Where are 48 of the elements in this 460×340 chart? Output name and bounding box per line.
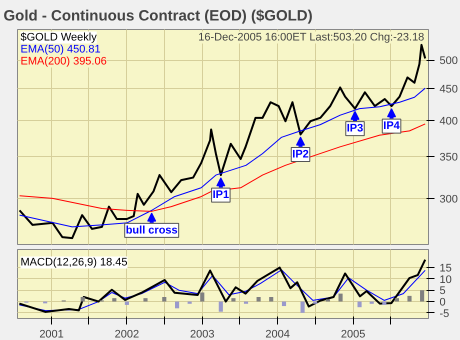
y-tick-label: 15 xyxy=(440,262,452,275)
bar xyxy=(420,290,424,302)
bar xyxy=(282,302,286,306)
y-tick-label: 500 xyxy=(440,55,458,68)
bar xyxy=(256,297,261,302)
bar xyxy=(200,292,204,302)
bar xyxy=(382,302,386,305)
x-tick-label: 2003 xyxy=(190,328,215,340)
x-tick-label: 2002 xyxy=(114,328,140,340)
y-tick-label: 5 xyxy=(440,285,446,298)
annotation: IP3 xyxy=(346,122,364,135)
bar xyxy=(124,302,129,305)
bar xyxy=(175,302,180,308)
bar xyxy=(357,302,362,308)
y-tick-label: 0 xyxy=(440,296,446,309)
line-series xyxy=(19,123,426,212)
y-tick-label: 10 xyxy=(440,274,452,286)
annotation: IP4 xyxy=(383,120,401,132)
bar xyxy=(162,297,166,302)
text: EMA(50) 450.81 xyxy=(20,44,101,56)
annotation: bull cross xyxy=(126,224,178,236)
bar xyxy=(300,302,305,313)
text: MACD(12,26,9) 18.45 xyxy=(20,256,128,268)
text: $GOLD Weekly xyxy=(20,32,98,44)
bar xyxy=(143,298,148,302)
bar xyxy=(269,297,274,302)
text: EMA(200) 395.06 xyxy=(20,56,107,68)
annotation: IP2 xyxy=(292,148,309,160)
bar xyxy=(394,298,399,302)
x-tick-label: 2001 xyxy=(39,328,64,340)
x-tick-label: 2005 xyxy=(340,328,366,340)
y-tick-label: 400 xyxy=(440,116,458,128)
y-tick-label: 450 xyxy=(440,84,458,96)
y-tick-label: -5 xyxy=(440,308,450,320)
annotation: 16-Dec-2005 16:00ET Last:503.20 Chg:-23.18 xyxy=(198,32,424,44)
chart-title: Gold - Continuous Contract (EOD) ($GOLD) xyxy=(4,8,313,24)
bar xyxy=(112,298,116,302)
line-series xyxy=(19,88,426,228)
bar xyxy=(218,302,223,312)
bar xyxy=(80,297,85,302)
bar xyxy=(338,294,343,302)
bar xyxy=(231,298,236,302)
x-tick-label: 2004 xyxy=(265,328,290,340)
y-tick-label: 300 xyxy=(440,193,458,206)
annotation: IP1 xyxy=(212,189,230,202)
bar xyxy=(407,296,412,302)
line-series xyxy=(18,258,426,313)
y-tick-label: 350 xyxy=(440,152,458,164)
